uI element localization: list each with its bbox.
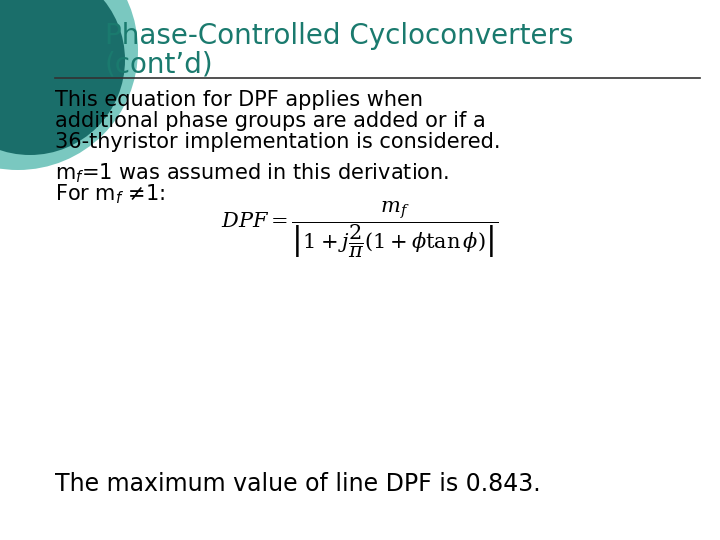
Text: The maximum value of line DPF is 0.843.: The maximum value of line DPF is 0.843. <box>55 472 541 496</box>
Text: Phase-Controlled Cycloconverters: Phase-Controlled Cycloconverters <box>105 22 574 50</box>
Text: (cont’d): (cont’d) <box>105 50 214 78</box>
Circle shape <box>0 0 125 155</box>
Text: additional phase groups are added or if a: additional phase groups are added or if … <box>55 111 486 131</box>
Text: This equation for DPF applies when: This equation for DPF applies when <box>55 90 423 110</box>
Circle shape <box>0 0 120 150</box>
Text: m$_f$=1 was assumed in this derivation.: m$_f$=1 was assumed in this derivation. <box>55 161 449 185</box>
Text: $DPF = \dfrac{m_f}{\left|1 + j\dfrac{2}{\pi}(1 + \phi\tan\phi)\right|}$: $DPF = \dfrac{m_f}{\left|1 + j\dfrac{2}{… <box>221 200 499 260</box>
Text: For m$_f$ ≠1:: For m$_f$ ≠1: <box>55 182 166 206</box>
Text: 36-thyristor implementation is considered.: 36-thyristor implementation is considere… <box>55 132 500 152</box>
Circle shape <box>0 0 138 170</box>
